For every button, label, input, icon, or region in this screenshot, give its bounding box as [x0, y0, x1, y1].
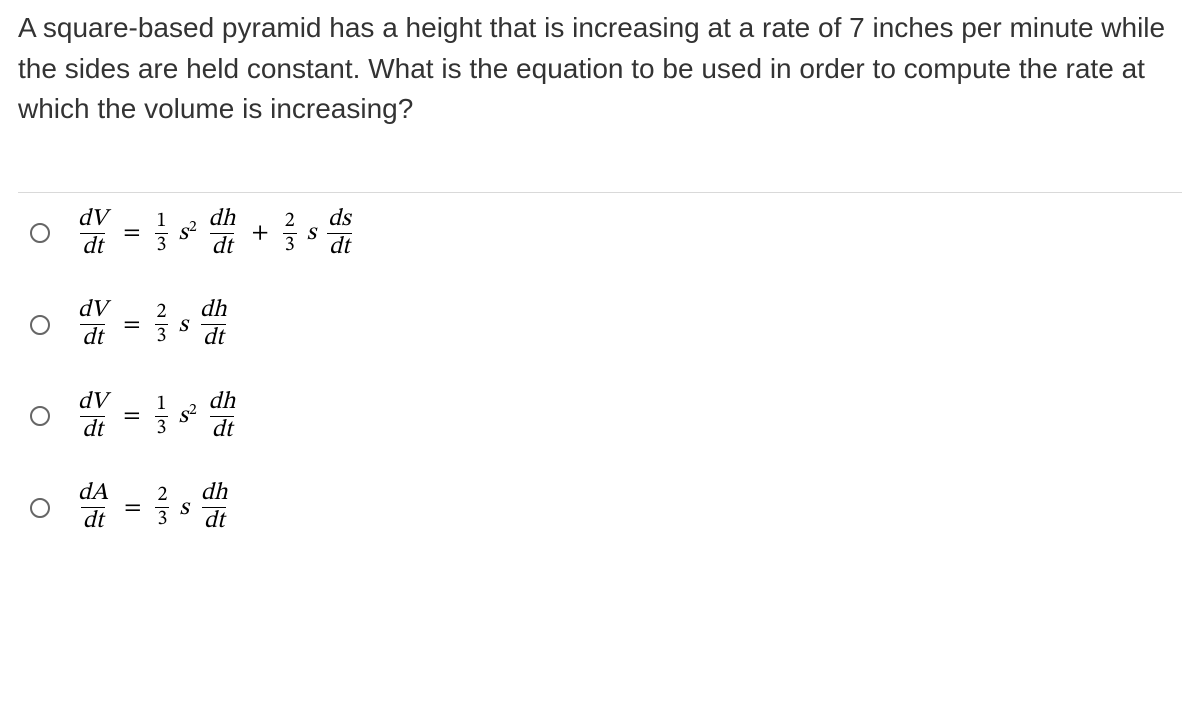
- option-4-formula: dA dt = 2 3 s dh dt: [76, 481, 230, 534]
- coef-num: 1: [155, 394, 169, 416]
- page: A square-based pyramid has a height that…: [0, 0, 1200, 534]
- coef-num: 2: [155, 302, 169, 324]
- coef-den: 3: [283, 233, 297, 256]
- coef-den: 3: [155, 507, 169, 530]
- radio-icon: [30, 406, 50, 426]
- base: s: [179, 493, 188, 523]
- divider: [18, 192, 1182, 193]
- equals: =: [119, 218, 144, 248]
- equals: =: [120, 493, 145, 523]
- lhs-den: dt: [80, 233, 105, 260]
- base: s: [178, 310, 187, 340]
- radio-icon: [30, 315, 50, 335]
- deriv-den: dt: [201, 324, 226, 351]
- coef-num: 2: [283, 211, 297, 233]
- deriv-num: dh: [207, 390, 238, 416]
- deriv-num: dh: [207, 207, 238, 233]
- coef-den: 3: [155, 233, 169, 256]
- coef-num: 1: [155, 211, 169, 233]
- equals: =: [119, 310, 144, 340]
- lhs-den: dt: [81, 507, 106, 534]
- base: s: [307, 218, 316, 248]
- option-1[interactable]: dV dt = 1 3 s2 dh dt + 2 3: [30, 207, 1182, 260]
- option-2-formula: dV dt = 2 3 s dh dt: [76, 298, 229, 351]
- base: s: [178, 404, 187, 428]
- option-2[interactable]: dV dt = 2 3 s dh dt: [30, 298, 1182, 351]
- coef-num: 2: [155, 485, 169, 507]
- lhs-num: dV: [76, 207, 109, 233]
- plus: +: [247, 218, 272, 248]
- exp: 2: [189, 219, 197, 235]
- question-text: A square-based pyramid has a height that…: [18, 8, 1182, 130]
- coef-den: 3: [155, 416, 169, 439]
- deriv-den: dt: [202, 507, 227, 534]
- exp: 2: [189, 402, 197, 418]
- deriv-num: ds: [326, 207, 352, 233]
- option-3-formula: dV dt = 1 3 s2 dh dt: [76, 390, 237, 443]
- lhs-den: dt: [80, 416, 105, 443]
- lhs-num: dA: [76, 481, 110, 507]
- option-4[interactable]: dA dt = 2 3 s dh dt: [30, 481, 1182, 534]
- lhs-den: dt: [80, 324, 105, 351]
- option-1-formula: dV dt = 1 3 s2 dh dt + 2 3: [76, 207, 353, 260]
- deriv-num: dh: [198, 298, 229, 324]
- radio-icon: [30, 223, 50, 243]
- radio-icon: [30, 498, 50, 518]
- base: s: [178, 221, 187, 245]
- deriv-den: dt: [210, 416, 235, 443]
- deriv-num: dh: [199, 481, 230, 507]
- option-3[interactable]: dV dt = 1 3 s2 dh dt: [30, 390, 1182, 443]
- deriv-den: dt: [327, 233, 352, 260]
- equals: =: [119, 401, 144, 431]
- coef-den: 3: [155, 324, 169, 347]
- lhs-num: dV: [76, 298, 109, 324]
- deriv-den: dt: [210, 233, 235, 260]
- options-group: dV dt = 1 3 s2 dh dt + 2 3: [18, 207, 1182, 535]
- lhs-num: dV: [76, 390, 109, 416]
